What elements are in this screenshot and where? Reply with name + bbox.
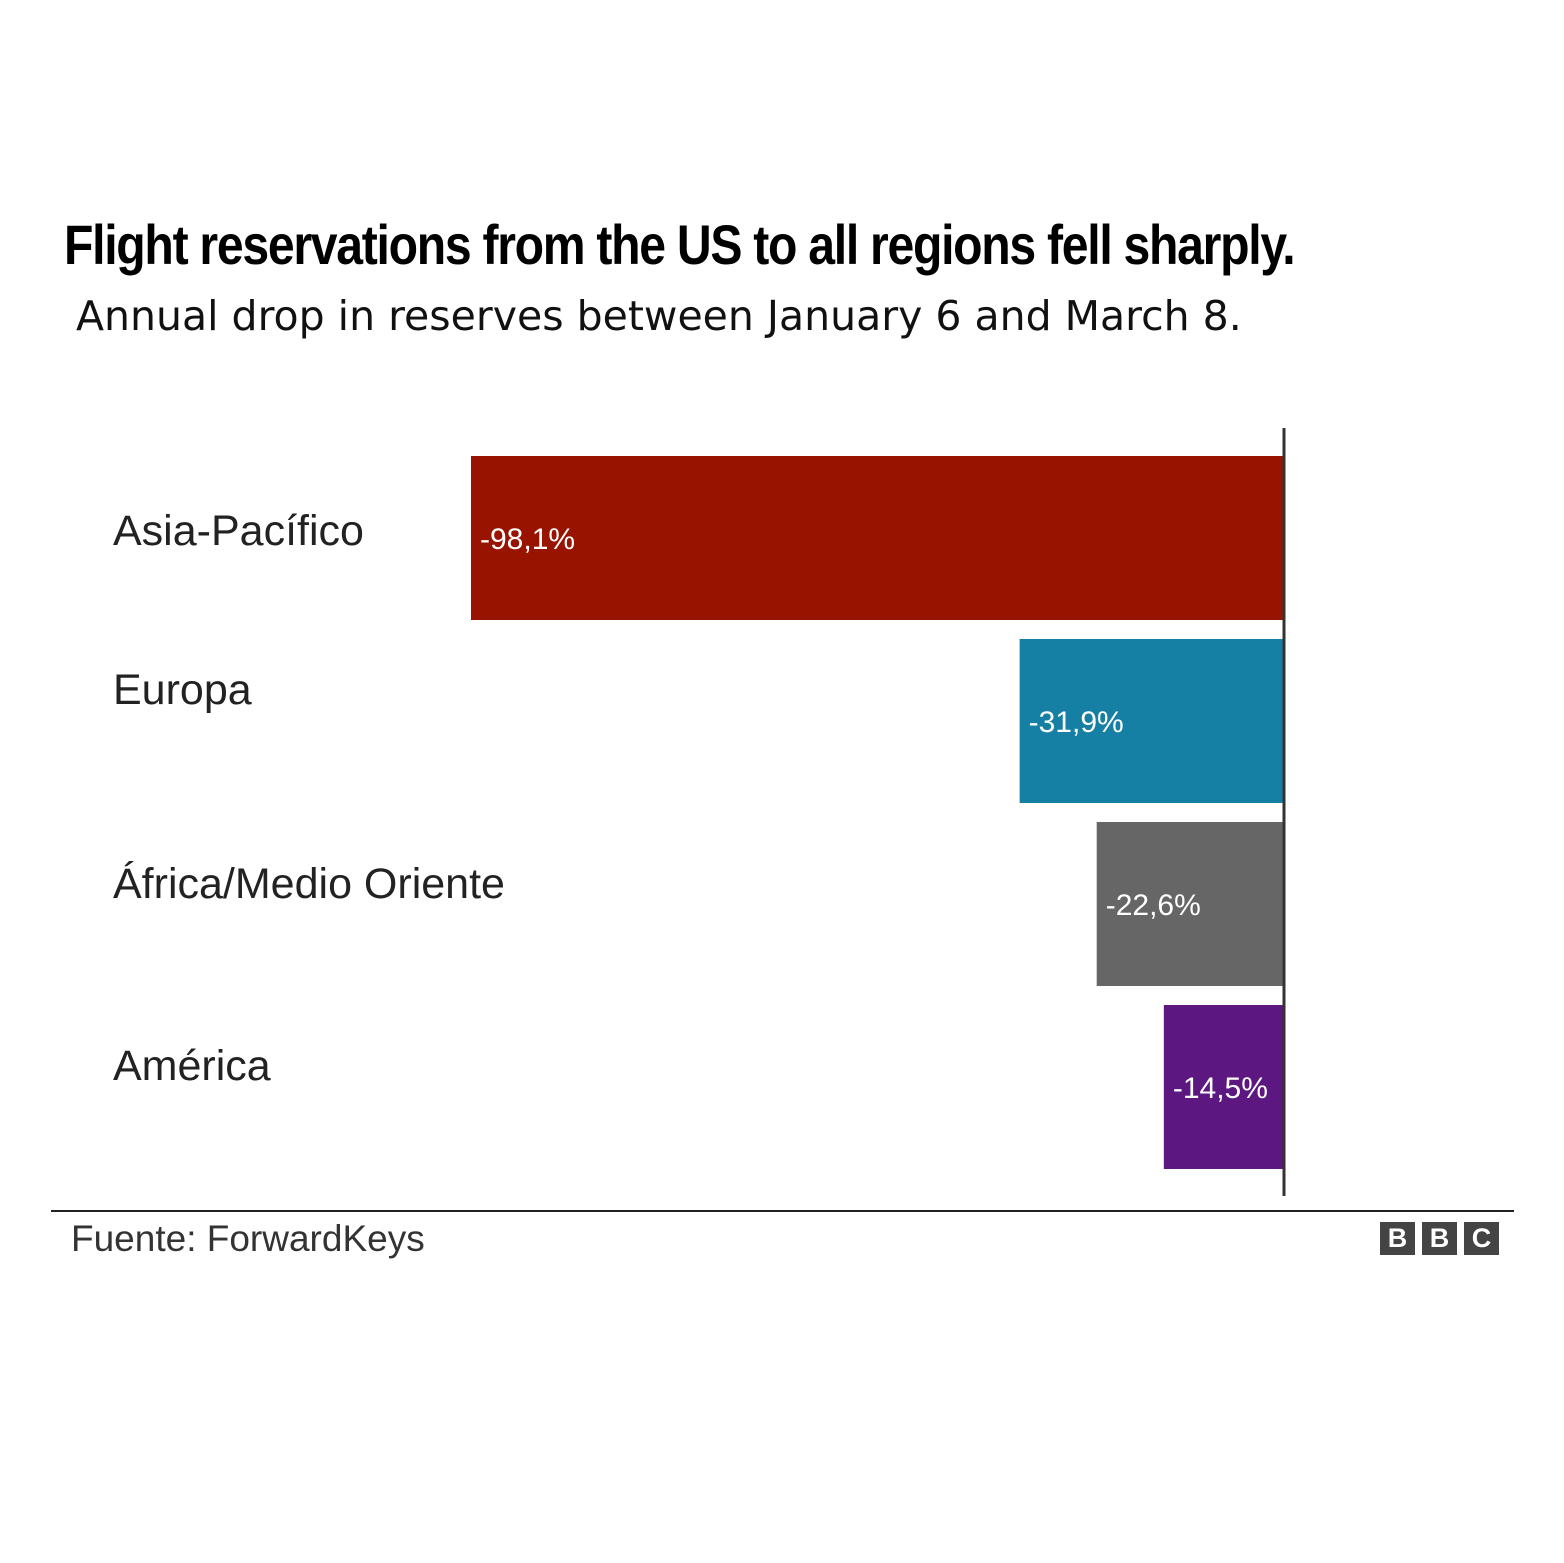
chart-title: Flight reservations from the US to all r…: [64, 213, 1296, 276]
value-label-europa: -31,9%: [1029, 706, 1124, 739]
logo-letter-c: C: [1464, 1222, 1499, 1255]
category-label-asia-pacifico: Asia-Pacífico: [113, 507, 364, 555]
value-label-america: -14,5%: [1173, 1072, 1268, 1105]
chart-subtitle: Annual drop in reserves between January …: [76, 292, 1242, 340]
value-label-asia-pacifico: -98,1%: [480, 523, 575, 556]
logo-letter-b2: B: [1422, 1222, 1457, 1255]
bar-africa-medio-oriente: [1096, 822, 1284, 986]
source-note: Fuente: ForwardKeys: [71, 1218, 425, 1259]
bar-asia-pacifico: [471, 456, 1284, 620]
bar-america: [1163, 1005, 1284, 1169]
footer-divider: [51, 1210, 1514, 1212]
category-label-america: América: [113, 1042, 271, 1090]
logo-letter-b1: B: [1380, 1222, 1415, 1255]
category-label-africa-medio-oriente: África/Medio Oriente: [113, 860, 505, 908]
category-label-europa: Europa: [113, 666, 252, 714]
bbc-logo: B B C: [1380, 1222, 1499, 1255]
bar-europa: [1019, 639, 1284, 803]
value-label-africa-medio-oriente: -22,6%: [1106, 889, 1201, 922]
